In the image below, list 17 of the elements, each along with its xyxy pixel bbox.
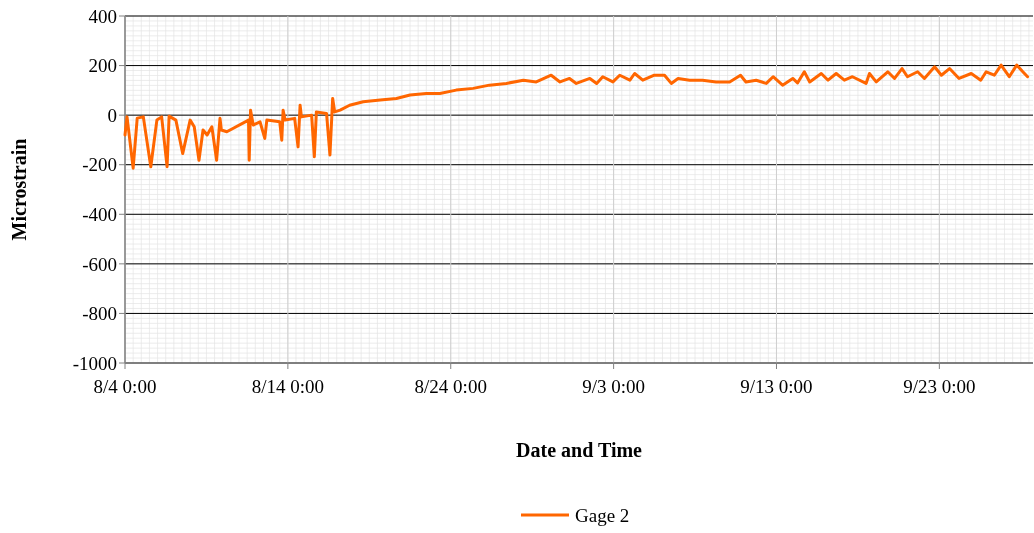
x-tick-label: 8/4 0:00	[93, 376, 157, 397]
x-tick-label: 9/23 0:00	[903, 376, 976, 397]
y-tick-label: -400	[82, 203, 117, 225]
y-tick-label: -800	[82, 303, 117, 325]
legend-label: Gage 2	[575, 504, 630, 526]
x-tick-label: 9/3 0:00	[582, 376, 646, 397]
y-tick-label: -1000	[72, 352, 117, 374]
y-tick-label: -600	[82, 253, 117, 275]
x-axis-title: Date and Time	[516, 439, 643, 461]
y-tick-label: -200	[82, 154, 117, 176]
y-tick-label: 200	[88, 55, 117, 77]
y-tick-label: 0	[107, 104, 117, 126]
x-tick-label: 9/13 0:00	[740, 376, 813, 397]
y-axis-title: Microstrain	[8, 138, 30, 241]
y-tick-label: 400	[88, 5, 117, 27]
x-tick-label: 8/14 0:00	[251, 376, 325, 397]
x-tick-label: 8/24 0:00	[414, 376, 487, 397]
